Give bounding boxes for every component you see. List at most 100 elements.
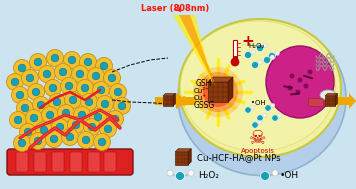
- Circle shape: [176, 171, 184, 180]
- FancyBboxPatch shape: [7, 149, 133, 175]
- Circle shape: [26, 109, 42, 126]
- Text: •OH: •OH: [251, 100, 265, 106]
- Circle shape: [24, 128, 32, 136]
- Polygon shape: [179, 15, 216, 87]
- FancyBboxPatch shape: [34, 152, 46, 172]
- Circle shape: [46, 111, 54, 119]
- Polygon shape: [208, 77, 233, 82]
- Text: +: +: [242, 35, 255, 50]
- Circle shape: [48, 94, 66, 111]
- Circle shape: [40, 126, 48, 134]
- Circle shape: [16, 99, 33, 116]
- Circle shape: [21, 104, 29, 112]
- Circle shape: [258, 60, 262, 64]
- Polygon shape: [176, 93, 188, 109]
- Circle shape: [68, 116, 84, 133]
- Circle shape: [193, 67, 243, 117]
- Circle shape: [278, 113, 282, 118]
- Circle shape: [47, 50, 63, 67]
- Circle shape: [30, 53, 47, 70]
- Polygon shape: [325, 94, 337, 96]
- Circle shape: [98, 138, 106, 146]
- Circle shape: [95, 57, 112, 74]
- Text: Cu⁺: Cu⁺: [194, 95, 207, 101]
- Polygon shape: [175, 152, 188, 165]
- Circle shape: [18, 139, 26, 147]
- Circle shape: [30, 114, 38, 122]
- Circle shape: [61, 77, 78, 94]
- Circle shape: [111, 115, 119, 123]
- Circle shape: [66, 133, 74, 141]
- Circle shape: [62, 129, 79, 146]
- Polygon shape: [349, 93, 356, 109]
- Circle shape: [32, 88, 40, 96]
- Circle shape: [288, 85, 293, 91]
- Circle shape: [295, 90, 300, 94]
- Circle shape: [69, 96, 77, 104]
- Circle shape: [85, 98, 93, 106]
- Circle shape: [93, 81, 110, 98]
- Bar: [233, 40, 237, 62]
- Polygon shape: [173, 15, 213, 84]
- Circle shape: [21, 70, 38, 87]
- Polygon shape: [228, 77, 233, 102]
- Polygon shape: [163, 94, 176, 96]
- Circle shape: [114, 98, 131, 115]
- Circle shape: [104, 70, 120, 87]
- Ellipse shape: [320, 90, 336, 100]
- Circle shape: [54, 64, 72, 81]
- Circle shape: [198, 72, 238, 112]
- Circle shape: [26, 74, 34, 82]
- Circle shape: [263, 57, 271, 64]
- Polygon shape: [325, 96, 335, 106]
- Circle shape: [72, 121, 80, 129]
- Circle shape: [251, 61, 258, 68]
- Circle shape: [20, 123, 37, 140]
- Text: H₂O₂: H₂O₂: [249, 43, 265, 49]
- Circle shape: [81, 84, 89, 92]
- FancyBboxPatch shape: [16, 152, 28, 172]
- Circle shape: [73, 106, 90, 123]
- Circle shape: [100, 62, 108, 70]
- Polygon shape: [173, 94, 176, 106]
- Circle shape: [94, 133, 110, 150]
- Circle shape: [77, 80, 94, 97]
- Circle shape: [65, 82, 73, 90]
- Ellipse shape: [180, 21, 335, 151]
- Circle shape: [251, 105, 255, 109]
- Circle shape: [96, 95, 114, 112]
- Bar: [234, 56, 236, 62]
- Circle shape: [37, 101, 45, 109]
- Circle shape: [46, 130, 63, 147]
- Circle shape: [53, 98, 61, 106]
- Circle shape: [106, 111, 124, 128]
- Circle shape: [64, 91, 82, 108]
- Circle shape: [92, 72, 100, 80]
- Circle shape: [76, 70, 84, 78]
- Circle shape: [42, 106, 58, 123]
- Circle shape: [298, 77, 303, 83]
- Circle shape: [88, 123, 96, 131]
- Circle shape: [268, 53, 276, 60]
- Circle shape: [51, 54, 59, 62]
- Circle shape: [43, 70, 51, 78]
- Text: GSSG: GSSG: [194, 101, 215, 109]
- Circle shape: [82, 136, 90, 144]
- Circle shape: [14, 60, 31, 77]
- Circle shape: [68, 56, 76, 64]
- Ellipse shape: [266, 46, 334, 118]
- Circle shape: [118, 102, 126, 110]
- Circle shape: [104, 125, 112, 133]
- FancyBboxPatch shape: [52, 152, 64, 172]
- Circle shape: [108, 74, 116, 82]
- FancyBboxPatch shape: [178, 97, 196, 105]
- Text: Cu-HCF-HA@Pt NPs: Cu-HCF-HA@Pt NPs: [197, 153, 281, 163]
- Circle shape: [271, 103, 275, 108]
- FancyBboxPatch shape: [70, 152, 82, 172]
- Circle shape: [263, 43, 267, 47]
- Circle shape: [63, 51, 80, 68]
- Circle shape: [265, 105, 271, 111]
- Circle shape: [110, 84, 126, 101]
- Circle shape: [78, 132, 94, 149]
- FancyBboxPatch shape: [88, 152, 100, 172]
